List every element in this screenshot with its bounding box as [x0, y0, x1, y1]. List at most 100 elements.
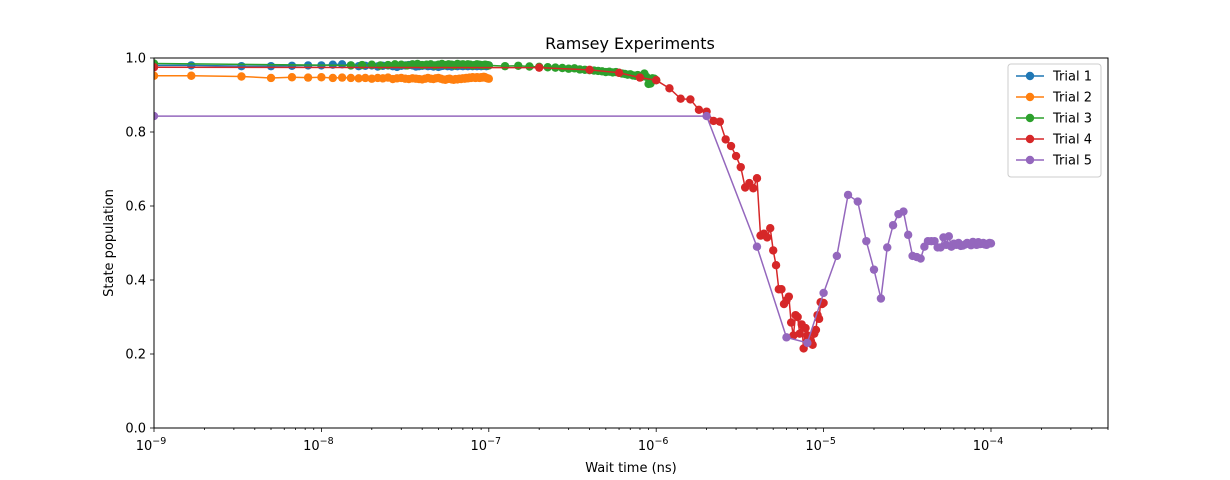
series-2-point [154, 71, 159, 80]
series-5-point [154, 111, 159, 121]
plot-frame [153, 57, 1109, 429]
series-5-point [876, 294, 886, 303]
series-4-point [731, 151, 741, 161]
legend: Trial 1 Trial 2 Trial 3 Trial 4 Trial 5 [1007, 63, 1102, 178]
series-5-point [986, 239, 996, 248]
series-5-point [843, 190, 853, 200]
legend-swatch-marker [1025, 113, 1035, 123]
x-tick-label: 10−8 [303, 436, 334, 454]
series-2-point [303, 73, 313, 82]
series-2 [154, 71, 493, 85]
series-4-point [534, 63, 544, 72]
series-5-point [803, 338, 812, 348]
series-3-point [514, 61, 523, 70]
series-4-point [709, 116, 718, 126]
series-5-point [883, 243, 892, 252]
legend-label: Trial 1 [1052, 70, 1092, 85]
series-4-point [793, 312, 802, 322]
series-5-point [782, 333, 791, 342]
series-1-point [187, 61, 196, 70]
series-1-point [237, 61, 246, 71]
series-4-point [694, 105, 704, 115]
series-4-point [766, 224, 775, 233]
series-4-point [786, 318, 796, 327]
series-4-point [795, 329, 804, 338]
series-4-point [769, 246, 778, 255]
series-5-point [853, 197, 862, 206]
series-3-point [390, 60, 400, 69]
series-3-point [376, 61, 385, 70]
series-4-point [789, 331, 798, 340]
series-3 [154, 59, 661, 89]
series-5-point [916, 254, 925, 263]
series-5-point [899, 207, 908, 216]
series-4-point [726, 141, 736, 151]
series-4-point [801, 323, 810, 333]
series-layer [154, 59, 996, 353]
y-tick-label: 0.2 [125, 348, 146, 363]
series-2-point [237, 72, 246, 81]
y-tick-label: 1.0 [125, 52, 146, 67]
series-4-point [752, 174, 762, 183]
series-4-point [784, 292, 794, 301]
series-4-point [676, 94, 685, 103]
series-4-point [665, 84, 674, 93]
y-axis-label: State population [102, 189, 117, 297]
x-tick-label: 10−4 [973, 436, 1004, 454]
x-tick-label: 10−7 [471, 436, 502, 454]
series-5-point [819, 288, 828, 298]
series-4-point [814, 314, 824, 324]
x-axis-label: Wait time (ns) [585, 461, 677, 476]
series-4-point [715, 117, 725, 126]
legend-item: Trial 5 [1016, 154, 1092, 169]
series-4-point [811, 325, 821, 335]
legend-swatch-marker [1025, 92, 1035, 102]
series-3-point [525, 62, 534, 71]
chart-title: Ramsey Experiments [545, 34, 715, 53]
legend-label: Trial 2 [1052, 91, 1092, 106]
series-5-point [888, 221, 898, 230]
series-5-point [930, 236, 939, 246]
series-5-point [752, 242, 762, 251]
y-tick-label: 0.4 [125, 274, 146, 289]
series-2-point [361, 73, 370, 83]
legend-label: Trial 5 [1052, 154, 1092, 169]
series-2-point [266, 73, 276, 83]
legend-label: Trial 4 [1052, 133, 1092, 148]
series-2-point [354, 74, 363, 83]
series-4-point [736, 162, 745, 172]
series-2-point [287, 73, 297, 82]
legend-item: Trial 4 [1016, 133, 1092, 148]
series-5-point [944, 232, 954, 241]
series-2-point [337, 73, 347, 82]
x-tick-label: 10−9 [136, 436, 167, 454]
series-4-point [635, 73, 645, 82]
series-4-point [771, 261, 781, 270]
series-4-point [686, 95, 695, 104]
series-2-point [328, 73, 338, 83]
series-5-point [832, 251, 842, 261]
legend-item: Trial 2 [1016, 91, 1092, 106]
y-tick-label: 0.0 [125, 422, 146, 437]
legend-item: Trial 3 [1016, 112, 1092, 127]
series-1-point [337, 60, 347, 69]
series-3-point [500, 61, 510, 71]
series-4-point [749, 184, 758, 193]
series-4-point [721, 135, 730, 144]
series-2-point [187, 71, 196, 80]
legend-label: Trial 3 [1052, 112, 1092, 127]
x-axis: 10−9 10−8 10−7 10−6 10−5 10−4 [136, 428, 1109, 454]
series-3-point [346, 61, 356, 70]
series-4-point [777, 285, 786, 294]
series-4-point [652, 76, 661, 85]
series-5-point [862, 236, 871, 246]
series-2-point [484, 74, 493, 83]
series-4-point [585, 65, 594, 75]
series-2-point [346, 73, 356, 83]
series-4-point [762, 233, 772, 242]
series-5 [154, 111, 996, 348]
legend-swatch-marker [1025, 134, 1035, 144]
series-4-point [614, 68, 624, 78]
series-4-point [154, 63, 159, 72]
